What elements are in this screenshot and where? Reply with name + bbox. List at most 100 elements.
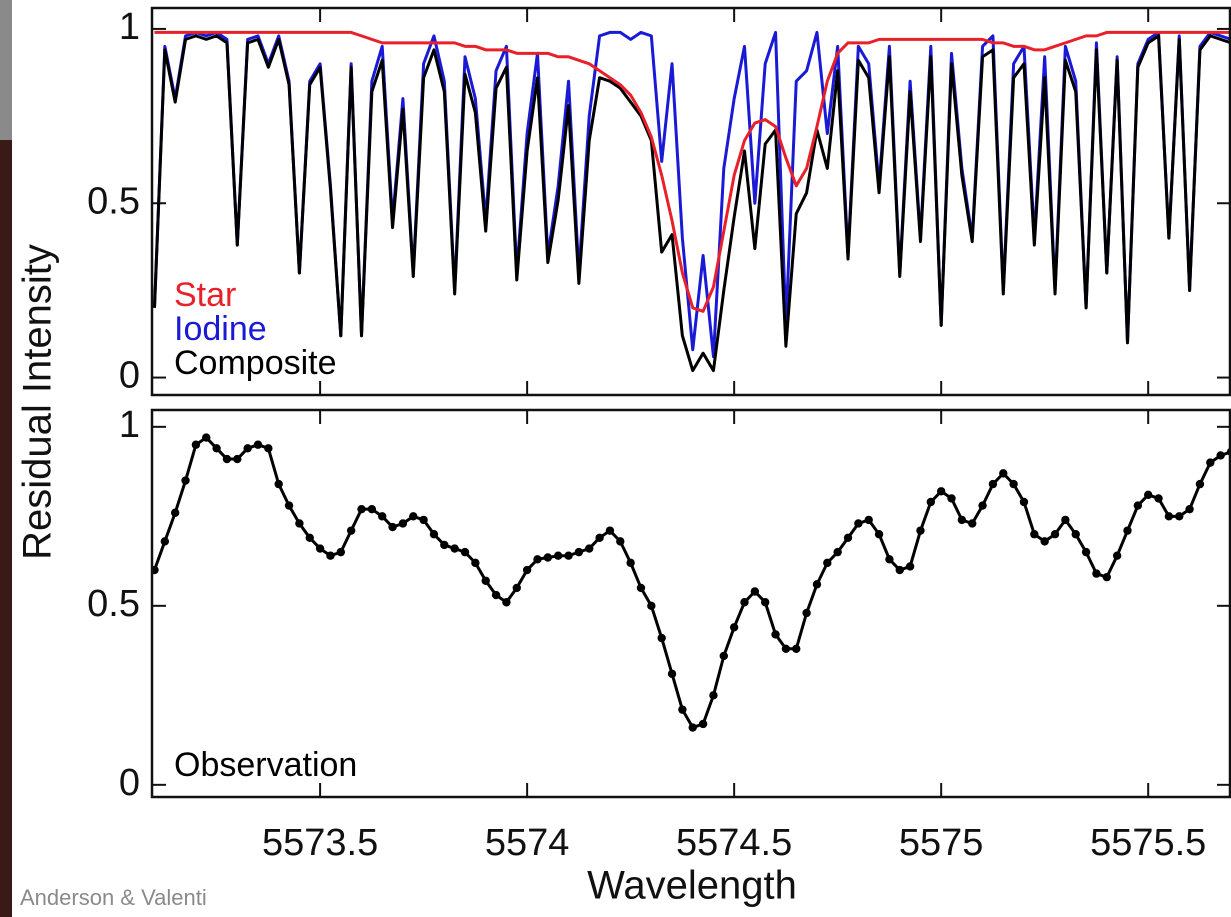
data-point — [471, 558, 480, 568]
x-tick-label: 5573.5 — [262, 822, 378, 864]
data-point — [388, 522, 397, 532]
y-tick-label: 1 — [119, 404, 140, 446]
data-point — [999, 469, 1008, 478]
data-point — [988, 479, 998, 489]
data-point — [491, 590, 501, 600]
data-point — [667, 669, 677, 679]
photo-edge — [0, 0, 12, 917]
data-point — [843, 533, 853, 543]
data-point — [1061, 515, 1070, 525]
data-point — [864, 515, 873, 525]
data-point — [947, 494, 956, 503]
data-point — [346, 526, 356, 535]
data-point — [1206, 458, 1215, 467]
data-point — [253, 440, 263, 449]
data-point — [522, 565, 532, 575]
y-tick-label: 1 — [119, 6, 140, 48]
data-point — [1081, 547, 1091, 557]
data-point — [222, 454, 232, 464]
data-point — [647, 601, 656, 611]
data-point — [357, 504, 366, 514]
data-point — [1030, 530, 1039, 539]
x-tick-label: 5574 — [485, 822, 570, 864]
data-point — [1216, 451, 1225, 460]
data-point — [1102, 572, 1111, 582]
data-point — [1175, 512, 1184, 521]
data-point — [657, 633, 666, 643]
data-point — [243, 444, 252, 453]
data-point — [1040, 537, 1049, 546]
data-point — [885, 555, 894, 564]
data-point — [1195, 479, 1205, 489]
photo-edge-top — [0, 0, 12, 140]
data-point — [305, 533, 314, 543]
data-point — [936, 487, 946, 496]
data-point — [812, 580, 822, 589]
data-point — [709, 691, 718, 700]
y-tick-label: 0.5 — [87, 180, 140, 222]
data-point — [585, 544, 594, 553]
data-point — [378, 512, 387, 521]
x-tick-label: 5574.5 — [676, 822, 792, 864]
data-point — [1009, 479, 1018, 489]
data-point — [170, 508, 180, 517]
data-point — [926, 497, 936, 507]
data-point — [636, 583, 646, 593]
data-point — [771, 630, 780, 639]
data-point — [398, 519, 408, 528]
data-point — [833, 547, 842, 557]
data-point — [295, 519, 304, 528]
data-point — [152, 565, 159, 575]
y-axis-title: Residual Intensity — [16, 244, 60, 560]
data-point — [616, 537, 625, 546]
y-tick-label: 0 — [119, 762, 140, 804]
data-point — [1050, 530, 1060, 539]
data-point — [274, 479, 283, 489]
credit: Anderson & Valenti — [20, 885, 207, 910]
data-point — [678, 705, 687, 714]
data-point — [460, 547, 470, 557]
data-point — [202, 433, 211, 442]
data-point — [574, 547, 584, 557]
x-axis-title: Wavelength — [587, 864, 797, 908]
data-point — [1112, 551, 1122, 560]
plot-frame — [150, 6, 1231, 397]
legend-label: Star — [174, 276, 236, 314]
plot-area — [152, 433, 1231, 732]
data-point — [315, 544, 325, 553]
data-point — [212, 444, 221, 453]
data-point — [968, 519, 977, 528]
x-tick-label: 5575.5 — [1090, 822, 1206, 864]
data-point — [1185, 504, 1194, 514]
legend-label: Observation — [174, 746, 357, 784]
data-point — [698, 719, 708, 729]
data-point — [719, 651, 728, 661]
data-point — [419, 515, 428, 525]
data-point — [605, 526, 615, 535]
data-point — [750, 587, 760, 596]
data-point — [688, 723, 697, 732]
data-point — [336, 547, 346, 557]
data-point — [802, 608, 811, 618]
data-point — [1164, 512, 1174, 521]
data-point — [481, 576, 490, 585]
data-point — [181, 476, 190, 485]
data-point — [595, 533, 604, 543]
data-point — [854, 519, 863, 528]
data-point — [543, 553, 553, 562]
x-tick-label: 5575 — [899, 822, 984, 864]
data-point — [729, 623, 739, 632]
data-point — [284, 501, 294, 510]
data-point — [429, 530, 439, 539]
data-point — [191, 440, 201, 449]
data-point — [326, 551, 335, 560]
data-point — [957, 515, 967, 525]
data-point — [874, 530, 884, 539]
legend-label: Iodine — [174, 310, 267, 348]
data-point — [626, 558, 635, 568]
data-point — [740, 598, 749, 607]
series-line — [152, 34, 1231, 373]
